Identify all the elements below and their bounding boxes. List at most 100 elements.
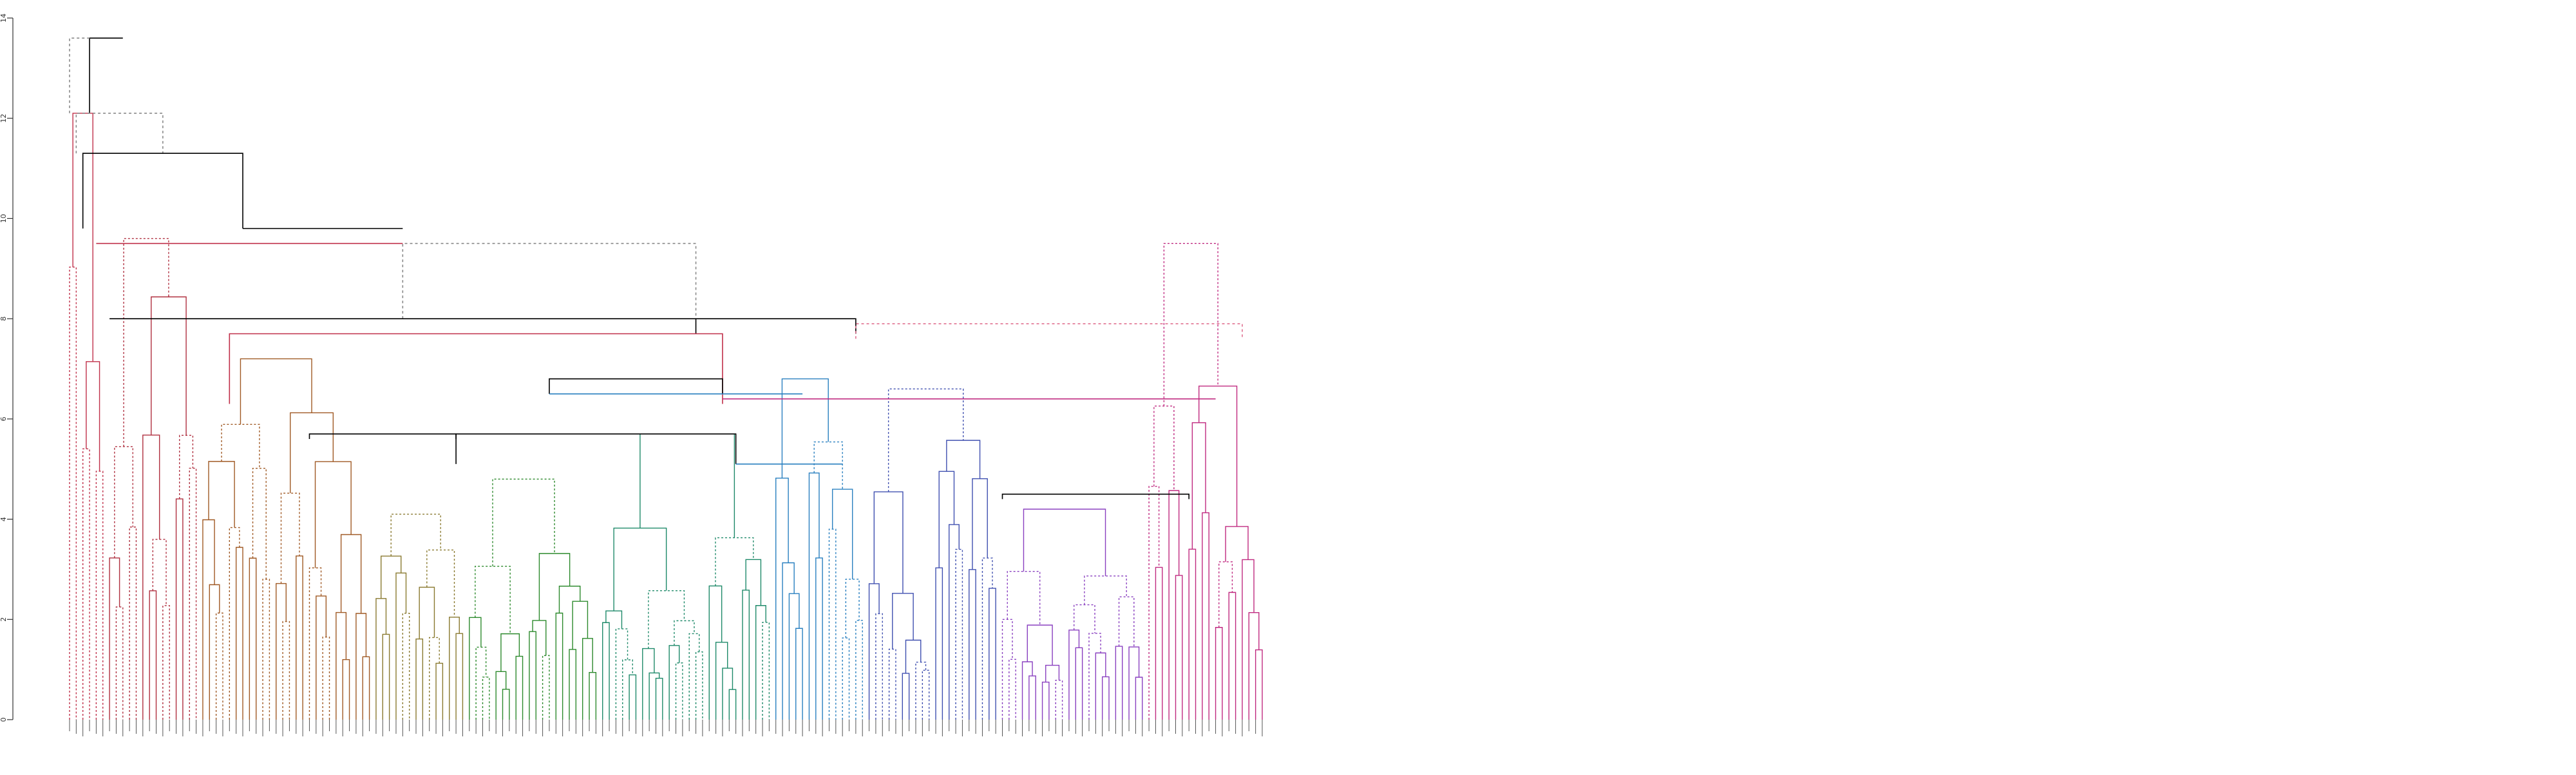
y-tick-label-6: 12 [0, 114, 8, 123]
upper-link-6 [402, 243, 697, 319]
branch [1118, 596, 1135, 648]
cluster-1 [109, 238, 197, 720]
branch [1153, 406, 1175, 491]
branch [240, 358, 312, 425]
branch [235, 546, 243, 720]
branch [728, 689, 737, 720]
upper-link-2 [75, 113, 164, 154]
branch [532, 620, 547, 656]
branch [915, 661, 927, 720]
branch [390, 514, 441, 556]
branch [775, 478, 789, 720]
branch [262, 579, 270, 720]
branch [842, 637, 850, 720]
branch [314, 461, 352, 568]
cluster-0 [69, 113, 104, 720]
branch [202, 519, 215, 720]
branch [1255, 649, 1263, 720]
branch [605, 610, 623, 629]
cluster-9 [1148, 243, 1263, 720]
branch [336, 612, 347, 720]
branch [1163, 243, 1218, 406]
branch [788, 593, 800, 720]
branch [179, 434, 194, 500]
branch [1001, 619, 1013, 720]
branch [1175, 575, 1183, 720]
branch [109, 557, 120, 720]
branch [1088, 633, 1101, 720]
branch [892, 593, 914, 649]
cluster-8 [1001, 509, 1143, 720]
branch [415, 639, 424, 720]
branch [762, 622, 770, 720]
branch [495, 671, 507, 720]
branch [888, 648, 896, 720]
branch [95, 471, 104, 720]
cluster-5 [602, 433, 770, 720]
branch [500, 633, 520, 672]
branch [162, 605, 170, 720]
y-tick-label-4: 8 [0, 317, 8, 321]
branch [82, 448, 90, 720]
branch [449, 617, 460, 720]
branch [215, 612, 223, 720]
branch [1202, 512, 1209, 720]
upper-link-1 [69, 37, 90, 113]
branch [1021, 661, 1033, 720]
y-tick-label-7: 14 [0, 14, 8, 23]
branch [115, 606, 124, 720]
branch [282, 621, 290, 720]
branch [622, 659, 633, 720]
branch [380, 556, 402, 599]
branch [208, 461, 235, 528]
branch [582, 638, 593, 720]
branch [502, 689, 510, 720]
branch [955, 548, 963, 720]
branch [290, 412, 334, 494]
branch [845, 579, 860, 639]
branch [455, 633, 464, 720]
branch [538, 553, 571, 621]
branch [129, 527, 137, 720]
upper-link-10 [229, 333, 723, 404]
branch [1041, 681, 1050, 720]
cluster-4 [469, 478, 597, 720]
branch [1055, 680, 1063, 720]
upper-link-12 [549, 378, 723, 394]
branch [668, 645, 680, 720]
branch [969, 569, 976, 720]
branch [938, 471, 955, 568]
branch [1009, 658, 1016, 720]
branch [935, 567, 943, 720]
branch [316, 595, 327, 720]
branch [482, 677, 490, 720]
cluster-branches [69, 113, 1263, 720]
branch [715, 642, 728, 720]
branch [342, 659, 350, 720]
branch [1075, 647, 1083, 720]
branch [1128, 646, 1140, 720]
branch [1218, 561, 1233, 628]
branch [542, 655, 550, 720]
branch [875, 613, 883, 720]
branch [375, 598, 387, 720]
branch [322, 636, 330, 720]
branch [1027, 624, 1053, 666]
branch [355, 613, 367, 720]
branch [742, 590, 750, 720]
branch [639, 433, 735, 538]
branch [1191, 422, 1206, 550]
branch [1115, 646, 1123, 720]
branch [1074, 604, 1095, 633]
branch [419, 586, 435, 639]
branch [142, 434, 160, 720]
branch [69, 266, 77, 720]
branch [708, 585, 723, 720]
branch [429, 637, 440, 720]
branch [1228, 592, 1236, 720]
branch [887, 388, 964, 492]
branch [649, 672, 660, 720]
branch [151, 296, 187, 436]
branch [655, 678, 663, 720]
